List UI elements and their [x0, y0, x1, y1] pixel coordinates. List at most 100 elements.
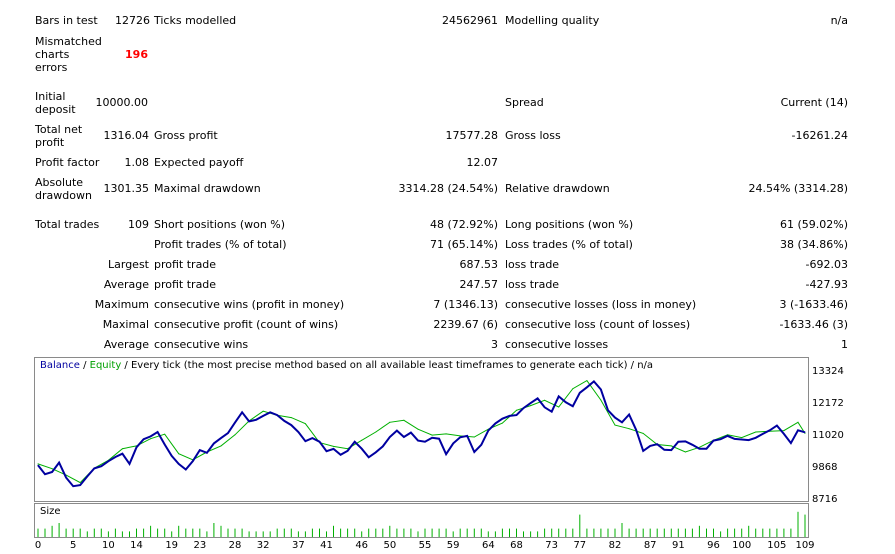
point-balance: [523, 407, 524, 409]
size-bar: [424, 528, 426, 537]
point-balance: [797, 429, 799, 431]
size-bar: [143, 528, 145, 537]
size-bar: [797, 511, 799, 537]
point-balance: [157, 431, 159, 433]
size-bar: [213, 523, 215, 537]
max-wins-value: 7 (1346.13): [433, 298, 498, 311]
x-tick-label: 59: [446, 540, 460, 551]
size-bar: [396, 528, 398, 537]
size-bar: [326, 531, 327, 537]
ltrades-label: Loss trades (% of total): [505, 238, 633, 251]
point-balance: [628, 414, 630, 415]
size-bar: [762, 528, 764, 537]
point-balance: [410, 432, 412, 434]
netprofit-label-1: Total net: [35, 123, 83, 136]
point-balance: [593, 380, 595, 382]
point-balance: [586, 386, 588, 388]
point-balance: [58, 462, 60, 464]
size-bar: [410, 528, 412, 537]
size-bar: [51, 525, 53, 537]
point-balance: [276, 414, 278, 416]
average-loss-value: -427.93: [805, 278, 848, 291]
point-balance: [150, 435, 152, 437]
point-balance: [741, 439, 743, 440]
x-tick-label: 19: [165, 540, 179, 551]
mismatch-value: 196: [125, 48, 148, 61]
bars-value: 12726: [115, 14, 150, 27]
maxdd-value: 3314.28 (24.54%): [398, 182, 498, 195]
size-bar: [586, 528, 588, 537]
caption-rest: / Every tick (the most precise method ba…: [121, 360, 654, 371]
point-equity: [797, 421, 799, 423]
largest-profit-value: 687.53: [459, 258, 499, 271]
deposit-label-1: Initial: [35, 90, 66, 103]
maximum-label: Maximum: [94, 298, 149, 311]
size-bar: [199, 528, 201, 537]
size-bar: [171, 531, 173, 537]
x-tick-label: 68: [510, 540, 523, 551]
size-bar: [804, 514, 806, 537]
x-tick-label: 73: [545, 540, 559, 551]
point-balance: [452, 442, 454, 444]
size-bar: [642, 528, 644, 537]
x-tick-label: 96: [707, 540, 720, 551]
size-bar: [720, 531, 722, 537]
size-bar: [600, 528, 602, 537]
point-balance: [227, 432, 229, 434]
point-balance: [304, 440, 306, 442]
ticks-label: Ticks modelled: [154, 14, 237, 27]
x-tick-label: 87: [643, 540, 657, 551]
x-tick-label: 37: [291, 540, 305, 551]
size-bar: [157, 528, 159, 537]
point-balance: [65, 477, 67, 479]
netprofit-label-2: profit: [35, 136, 65, 149]
point-balance: [727, 435, 729, 437]
point-balance: [748, 439, 750, 441]
point-balance: [382, 445, 384, 447]
point-balance: [192, 460, 194, 462]
size-bar: [691, 528, 693, 537]
y-tick-label: 11020: [812, 430, 844, 441]
point-balance: [72, 485, 74, 487]
size-label: Size: [40, 506, 61, 517]
point-balance: [143, 438, 145, 440]
point-equity: [684, 451, 686, 453]
point-balance: [734, 438, 736, 440]
size-bar: [290, 528, 292, 537]
size-bar: [501, 528, 503, 537]
point-balance: [790, 442, 792, 444]
size-bar: [769, 528, 771, 537]
y-tick-label: 8716: [812, 494, 838, 505]
point-balance: [480, 444, 482, 446]
point-balance: [93, 467, 95, 469]
point-balance: [445, 453, 447, 455]
average-profit-value: 247.57: [459, 278, 499, 291]
point-balance: [642, 450, 644, 452]
spread-value: Current (14): [780, 96, 848, 109]
point-equity: [234, 434, 236, 436]
x-tick-label: 64: [481, 540, 495, 551]
size-bar: [783, 528, 785, 537]
size-bar: [178, 525, 180, 537]
point-equity: [121, 448, 123, 450]
point-balance: [262, 415, 264, 417]
size-bar: [494, 531, 496, 537]
point-balance: [396, 430, 398, 432]
size-bar: [727, 528, 729, 537]
point-balance: [297, 431, 299, 433]
size-bar: [136, 528, 137, 537]
size-bar: [241, 528, 243, 537]
payoff-label: Expected payoff: [154, 156, 244, 169]
size-bar: [297, 531, 299, 537]
point-equity: [389, 421, 391, 423]
point-balance: [487, 430, 489, 432]
trades-value: 109: [128, 218, 149, 231]
size-bar: [262, 531, 264, 537]
trades-label: Total trades: [35, 218, 100, 231]
largest-loss-label: loss trade: [505, 258, 560, 271]
largest-profit-label: profit trade: [154, 258, 217, 271]
point-balance: [804, 431, 806, 433]
ticks-value: 24562961: [442, 14, 498, 27]
size-bar: [403, 528, 405, 537]
size-bar: [93, 528, 95, 537]
